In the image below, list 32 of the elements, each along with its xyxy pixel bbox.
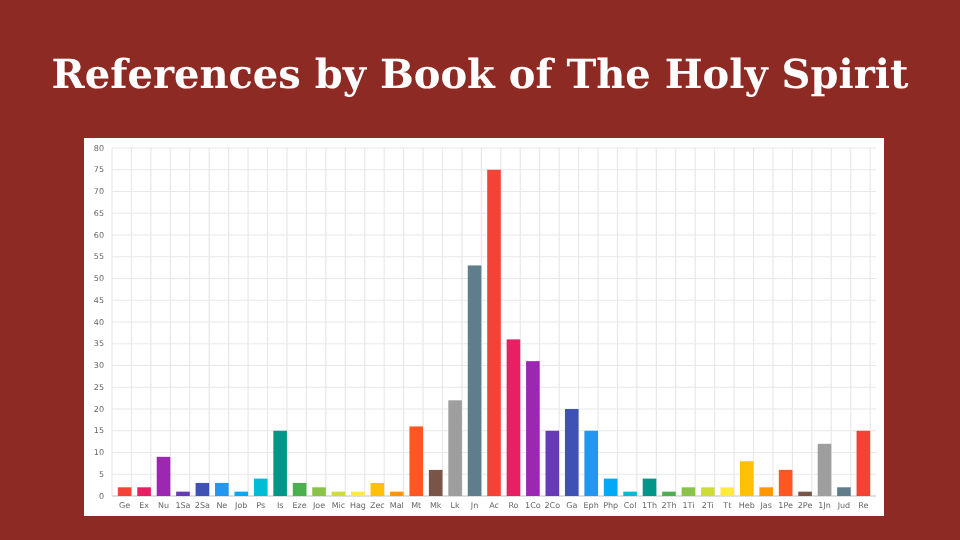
bar — [837, 487, 851, 496]
bar — [195, 482, 210, 496]
bar — [681, 487, 696, 496]
bar — [370, 482, 385, 496]
bar — [292, 482, 307, 496]
bar — [487, 169, 501, 496]
bar — [156, 456, 171, 496]
bar — [467, 265, 482, 496]
chart-title: References by Book of The Holy Spirit — [51, 50, 910, 98]
bar — [642, 478, 657, 496]
bar — [856, 430, 871, 496]
bar — [506, 339, 521, 496]
bar — [701, 487, 715, 496]
bar — [137, 487, 151, 496]
bar — [448, 400, 462, 496]
bar — [759, 487, 773, 496]
bar — [720, 487, 735, 496]
bar — [584, 430, 598, 496]
bar — [526, 361, 540, 496]
bar — [428, 469, 443, 496]
bar — [215, 482, 229, 496]
bar — [778, 469, 793, 496]
bar — [564, 409, 579, 496]
bar — [117, 487, 132, 496]
bar — [545, 430, 560, 496]
bar — [817, 443, 832, 496]
bar — [253, 478, 268, 496]
bar — [603, 478, 618, 496]
bar — [312, 487, 326, 496]
bar — [409, 426, 424, 496]
bar — [273, 430, 287, 496]
bar — [739, 461, 754, 496]
